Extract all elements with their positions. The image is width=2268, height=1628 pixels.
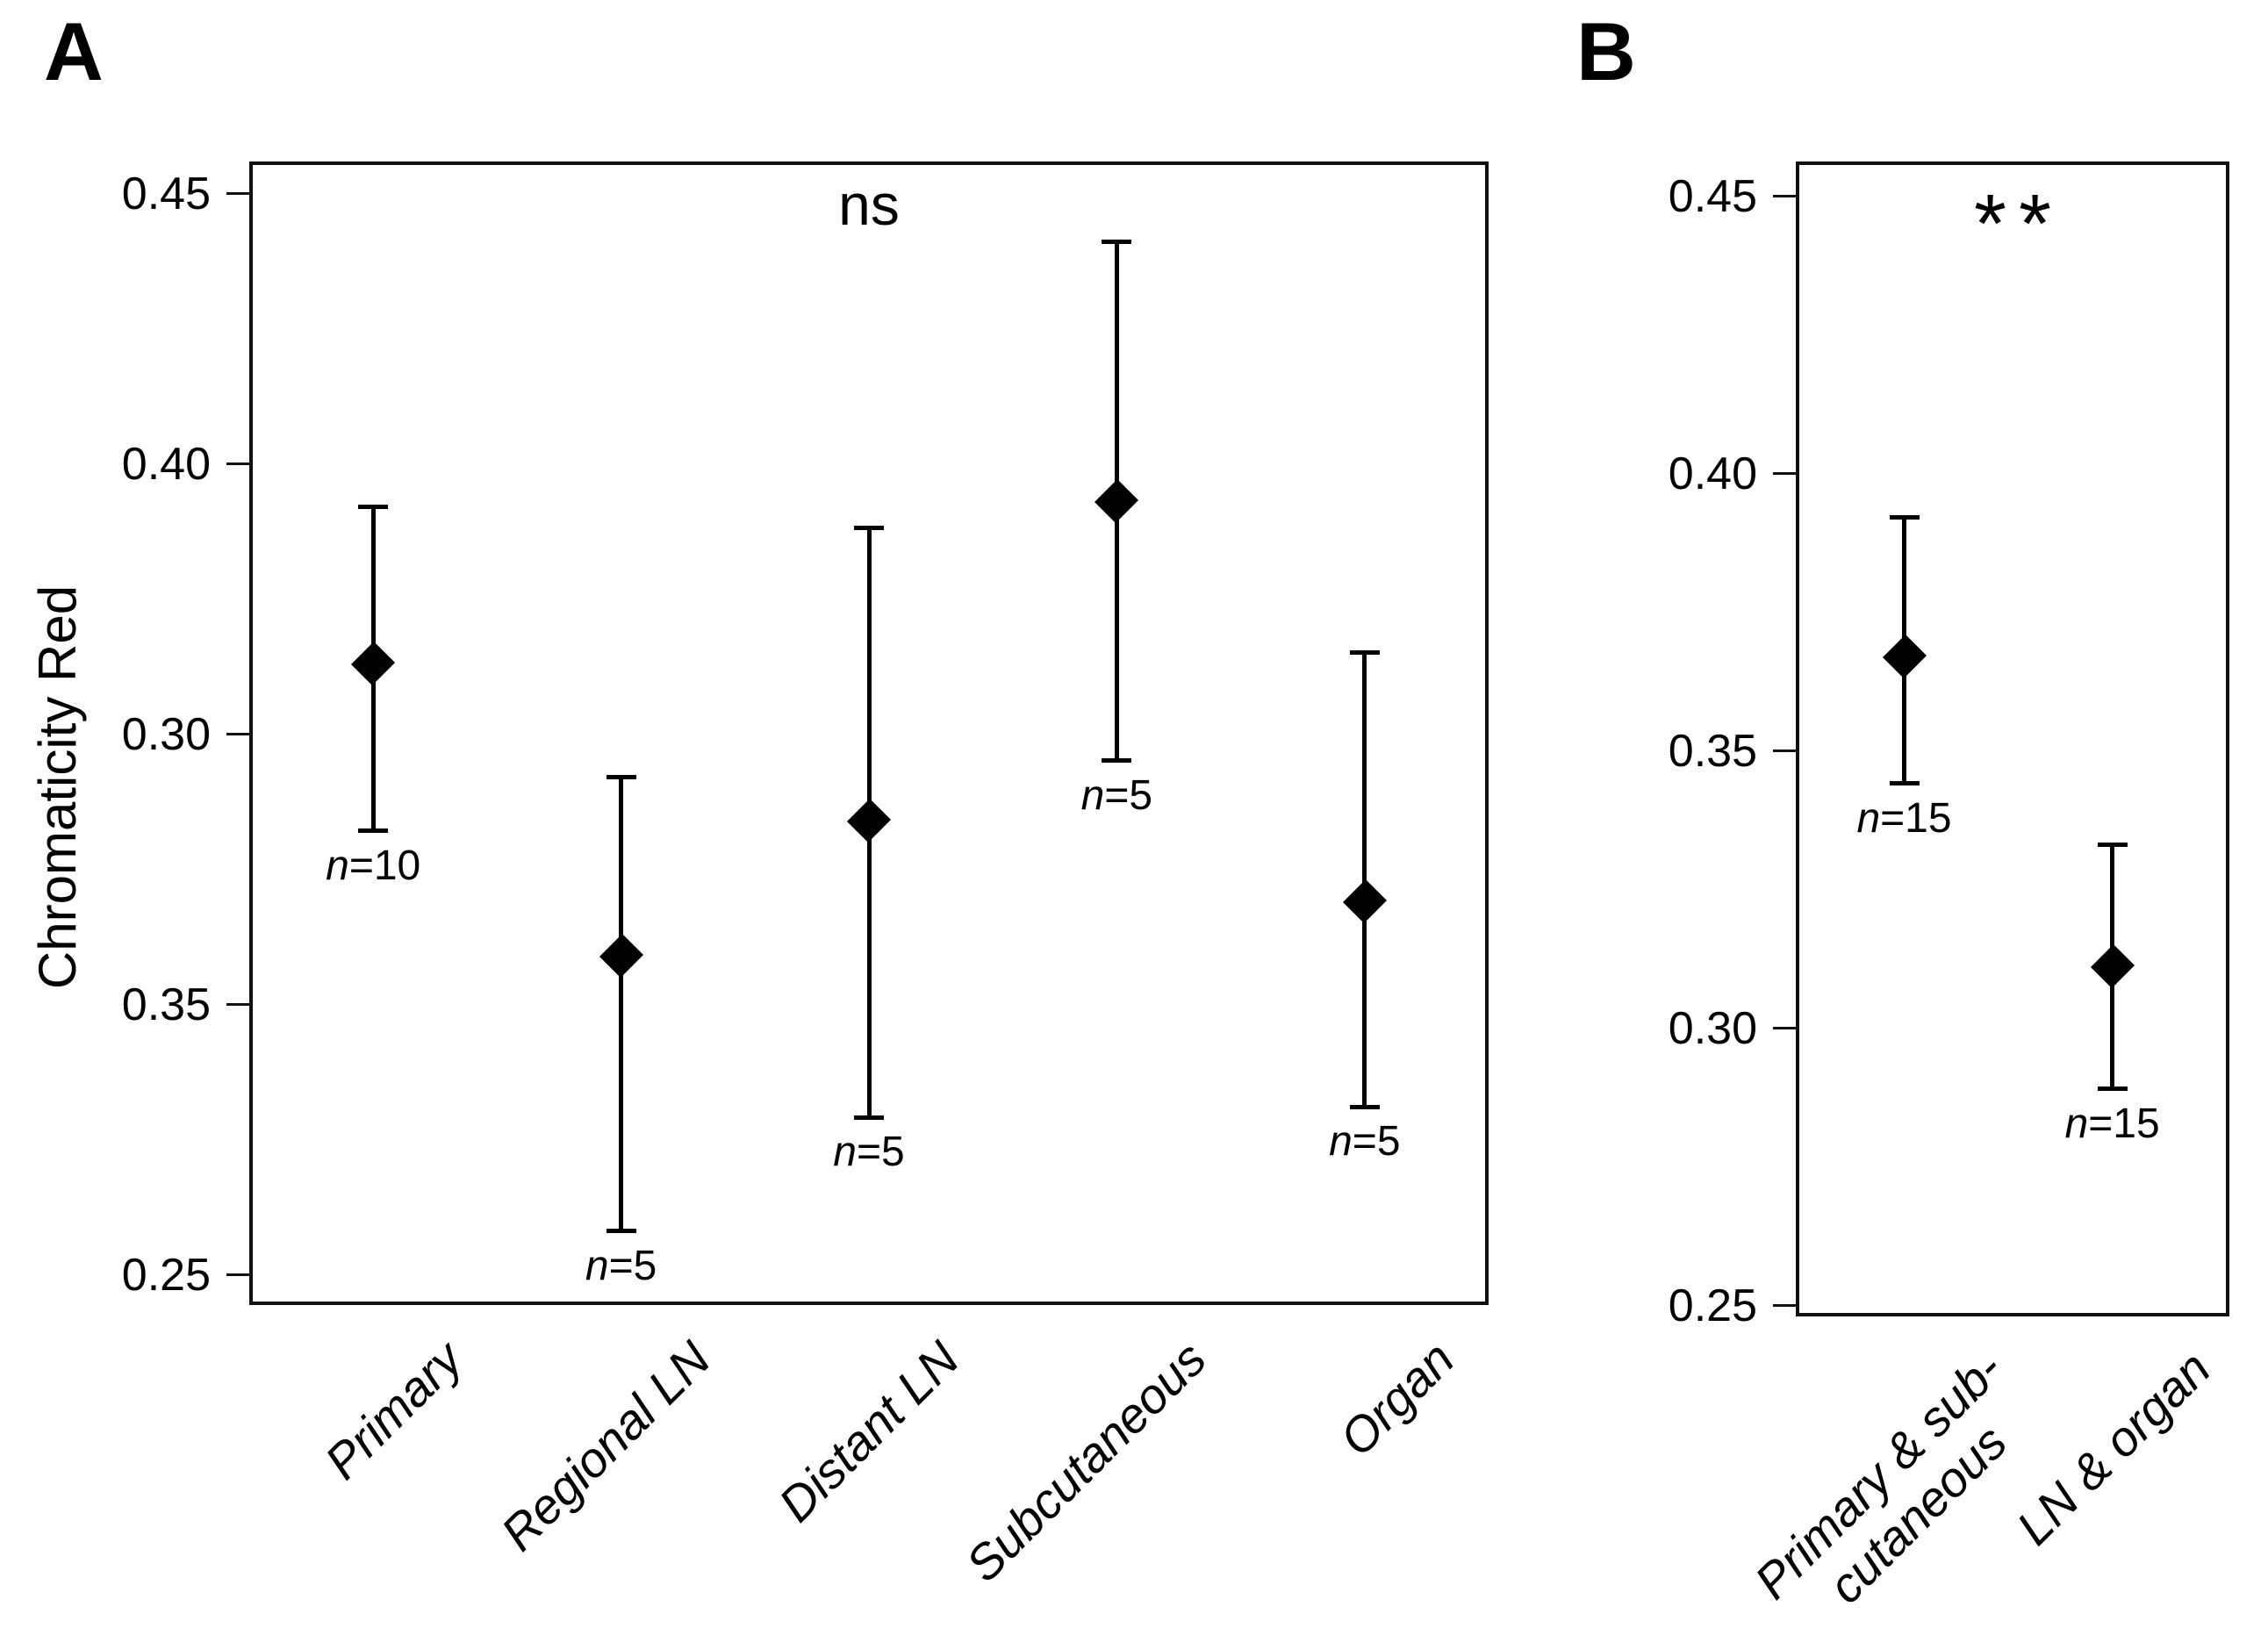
- y-axis-tick: [1773, 749, 1796, 752]
- sample-size-label: n=5: [585, 1242, 657, 1289]
- error-bar-cap-top: [606, 774, 636, 779]
- y-axis-tick-label: 0.40: [1668, 448, 1757, 499]
- x-category-label: LN & organ: [2006, 1340, 2221, 1556]
- x-category-label: Subcutaneous: [955, 1330, 1217, 1593]
- y-axis-title: Chromaticity Red: [28, 585, 87, 990]
- x-category-label: Organ: [1329, 1330, 1465, 1467]
- y-axis-tick: [1773, 1026, 1796, 1029]
- x-category-label: Distant LN: [767, 1330, 969, 1532]
- y-axis-tick-label: 0.45: [1668, 171, 1757, 222]
- y-axis-tick: [226, 1273, 249, 1276]
- sample-size-label: n=5: [1329, 1118, 1401, 1165]
- error-bar-cap-top: [1889, 515, 1920, 520]
- error-bar-cap-top: [1102, 239, 1132, 244]
- x-category-label: Regional LN: [490, 1330, 721, 1561]
- x-category-label: Primary: [314, 1330, 474, 1490]
- sample-size-label: n=10: [326, 842, 421, 889]
- y-axis-tick-label: 0.35: [121, 979, 211, 1030]
- y-axis-tick-label: 0.25: [121, 1250, 211, 1301]
- panel-label-a: A: [44, 5, 104, 97]
- significance-annotation-ns: ns: [838, 172, 900, 237]
- error-bar-cap-bottom: [2097, 1087, 2128, 1092]
- error-bar-cap-top: [854, 526, 884, 531]
- y-axis-tick: [1773, 471, 1796, 475]
- sample-size-label: n=5: [1080, 771, 1153, 819]
- significance-annotation-stars: **: [1974, 177, 2063, 270]
- y-axis-tick-label: 0.45: [121, 169, 211, 219]
- y-axis-tick-label: 0.30: [1668, 1003, 1757, 1054]
- y-axis-tick-label: 0.30: [121, 709, 211, 760]
- y-axis-tick-label: 0.35: [1668, 726, 1757, 777]
- sample-size-label: n=15: [1856, 794, 1952, 842]
- y-axis-tick: [1773, 194, 1796, 197]
- plot-area-panel-b: [1796, 161, 2229, 1316]
- y-axis-tick: [1773, 1303, 1796, 1307]
- y-axis-tick: [226, 462, 249, 465]
- error-bar-cap-bottom: [1889, 781, 1920, 786]
- sample-size-label: n=5: [833, 1129, 905, 1176]
- x-category-label: Primary & sub- cutaneous: [1743, 1340, 2018, 1614]
- error-bar-cap-bottom: [1349, 1104, 1380, 1109]
- error-bar-cap-bottom: [606, 1229, 636, 1234]
- sample-size-label: n=15: [2064, 1100, 2160, 1147]
- error-bar-cap-bottom: [1102, 758, 1132, 764]
- error-bar-cap-top: [2097, 842, 2128, 847]
- error-bar-cap-top: [358, 504, 389, 509]
- y-axis-tick: [226, 732, 249, 735]
- error-bar-cap-top: [1349, 650, 1380, 656]
- y-axis-tick-label: 0.40: [121, 439, 211, 490]
- error-bar-cap-bottom: [358, 828, 389, 834]
- error-bar: [619, 777, 624, 1231]
- error-bar-cap-bottom: [854, 1115, 884, 1120]
- y-axis-tick-label: 0.25: [1668, 1280, 1757, 1331]
- y-axis-tick: [226, 191, 249, 195]
- panel-label-b: B: [1576, 5, 1636, 97]
- y-axis-tick: [226, 1002, 249, 1006]
